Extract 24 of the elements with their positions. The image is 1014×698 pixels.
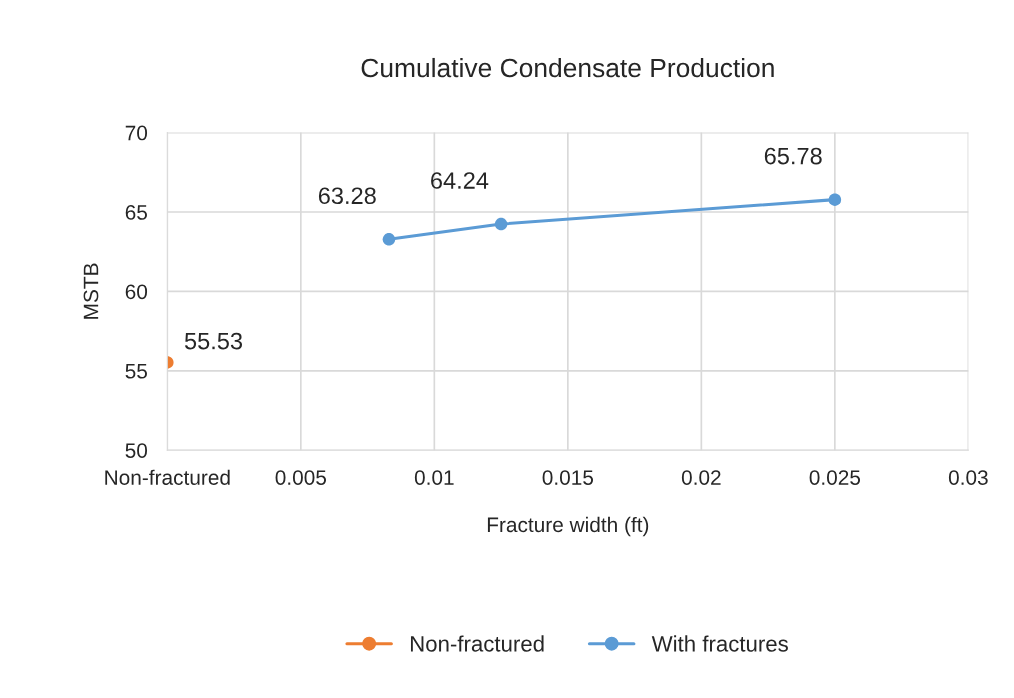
legend-label: With fractures (651, 635, 788, 652)
x-tick-label: 0.03 (948, 470, 988, 485)
point (828, 193, 842, 206)
chart-title: Cumulative Condensate Production (361, 57, 774, 78)
x-axis-title: Fracture width (ft) (487, 516, 649, 537)
x-tick-label: 0.015 (542, 470, 594, 485)
y-tick-label: 60 (125, 284, 148, 300)
point (494, 217, 508, 231)
x-tick-label: 0.02 (681, 470, 721, 485)
data-label: 64.24 (431, 172, 489, 189)
point (382, 233, 396, 246)
y-tick-label: 50 (125, 443, 148, 458)
x-tick-label: 0.025 (809, 470, 861, 485)
legend-label: Non-fractured (410, 635, 544, 652)
data-label: 55.53 (184, 332, 243, 350)
y-axis-title: MSTB (83, 263, 99, 319)
y-tick-label: 70 (125, 125, 148, 141)
x-tick-label: 0.005 (275, 470, 327, 485)
x-tick-label: Non-fractured (105, 469, 230, 485)
y-tick-label: 55 (125, 364, 147, 379)
y-tick-label: 65 (125, 205, 147, 220)
data-label: 65.78 (764, 147, 822, 165)
x-tick-label: 0.01 (414, 470, 454, 485)
data-label: 63.28 (318, 187, 376, 205)
